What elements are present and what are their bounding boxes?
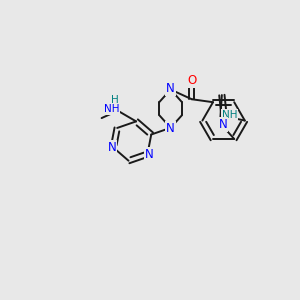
- Text: O: O: [187, 74, 196, 87]
- Text: N: N: [108, 141, 116, 154]
- Text: N: N: [166, 82, 175, 95]
- Text: N: N: [145, 148, 153, 161]
- Text: NH: NH: [222, 110, 237, 120]
- Text: N: N: [219, 118, 227, 131]
- Text: N: N: [166, 122, 175, 135]
- Text: NH: NH: [103, 104, 119, 114]
- Text: H: H: [111, 95, 119, 105]
